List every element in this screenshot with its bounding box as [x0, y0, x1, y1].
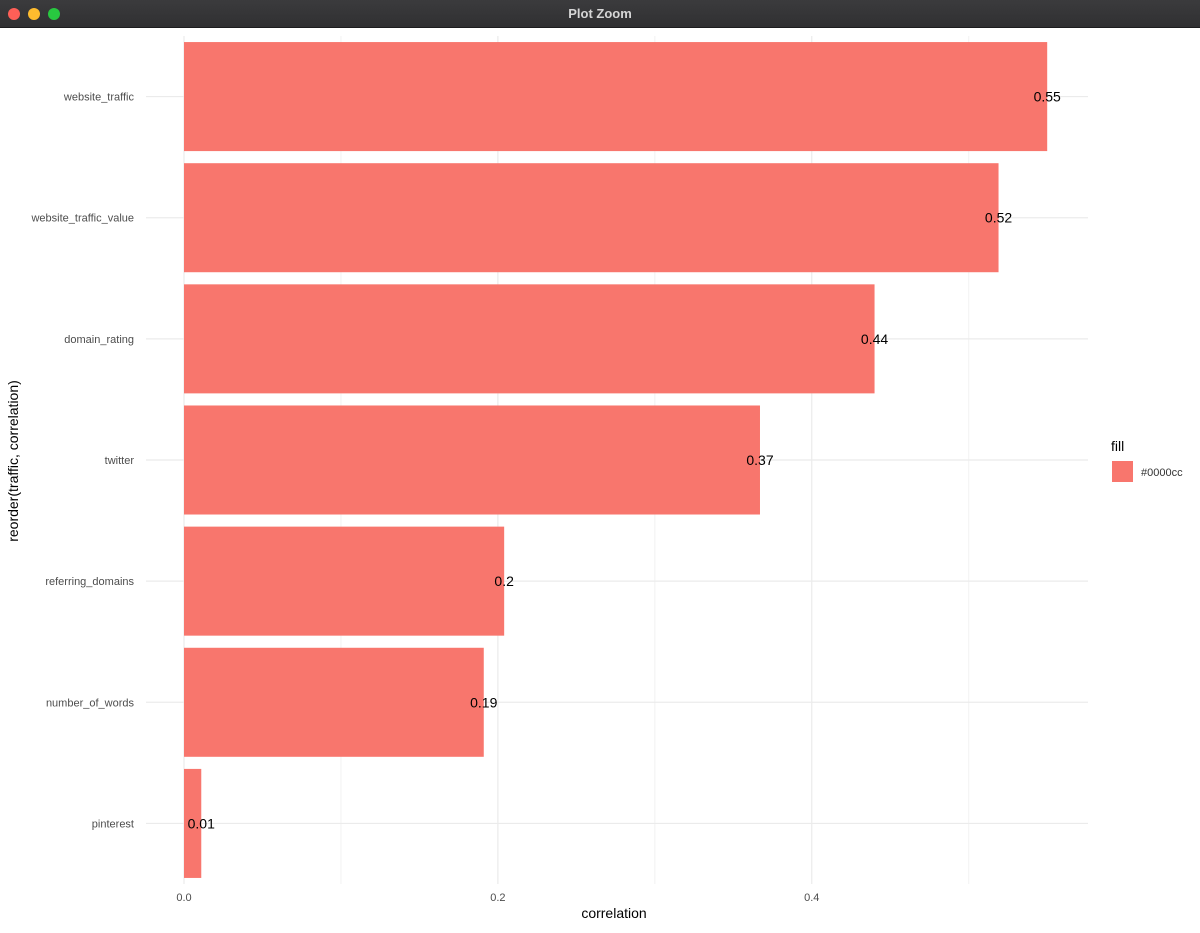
bar	[184, 284, 875, 394]
maximize-window-button[interactable]	[48, 8, 60, 20]
legend: fill #0000cc	[1111, 438, 1183, 482]
data-label: 0.55	[1034, 89, 1061, 105]
y-tick-label: referring_domains	[45, 576, 134, 588]
y-tick-label: number_of_words	[46, 697, 135, 709]
bar	[184, 405, 760, 515]
data-label: 0.19	[470, 694, 497, 710]
bar	[184, 768, 202, 878]
bar	[184, 647, 484, 757]
minimize-window-button[interactable]	[28, 8, 40, 20]
close-window-button[interactable]	[8, 8, 20, 20]
x-tick-label: 0.2	[490, 892, 505, 904]
bar	[184, 42, 1048, 152]
y-tick-label: pinterest	[92, 818, 134, 830]
y-tick-label: domain_rating	[64, 334, 134, 346]
plot-area: 0.55 0.52 0.44 0.37 0.2 0.19 0.01 website_traf…	[0, 28, 1200, 928]
y-axis-title: reorder(traffic, correlation)	[5, 380, 21, 542]
data-label: 0.2	[494, 573, 514, 589]
data-label: 0.37	[746, 452, 773, 468]
y-tick-label: website_traffic_value	[30, 213, 134, 225]
y-tick-label: twitter	[105, 455, 135, 467]
x-tick-label: 0.0	[176, 892, 191, 904]
y-tick-labels: website_traffic website_traffic_valuedoma…	[30, 92, 134, 831]
data-label: 0.01	[188, 815, 215, 831]
bars	[184, 42, 1048, 878]
bar	[184, 526, 505, 636]
bar-chart: 0.55 0.52 0.44 0.37 0.2 0.19 0.01 website_traf…	[5, 36, 1183, 921]
title-bar: Plot Zoom	[0, 0, 1200, 28]
data-label: 0.44	[861, 331, 888, 347]
y-tick-label: website_traffic	[63, 92, 135, 104]
bar	[184, 163, 999, 273]
data-label: 0.52	[985, 210, 1012, 226]
x-tick-label: 0.4	[804, 892, 819, 904]
legend-entry-label: #0000cc	[1141, 467, 1183, 479]
value-labels: 0.55 0.52 0.44 0.37 0.2 0.19 0.01	[188, 89, 1061, 832]
legend-title: fill	[1111, 438, 1124, 454]
x-tick-labels: 0.0 0.2 0.4	[176, 892, 819, 904]
legend-swatch	[1112, 461, 1133, 482]
window-title: Plot Zoom	[568, 6, 632, 21]
x-axis-title: correlation	[581, 905, 646, 921]
